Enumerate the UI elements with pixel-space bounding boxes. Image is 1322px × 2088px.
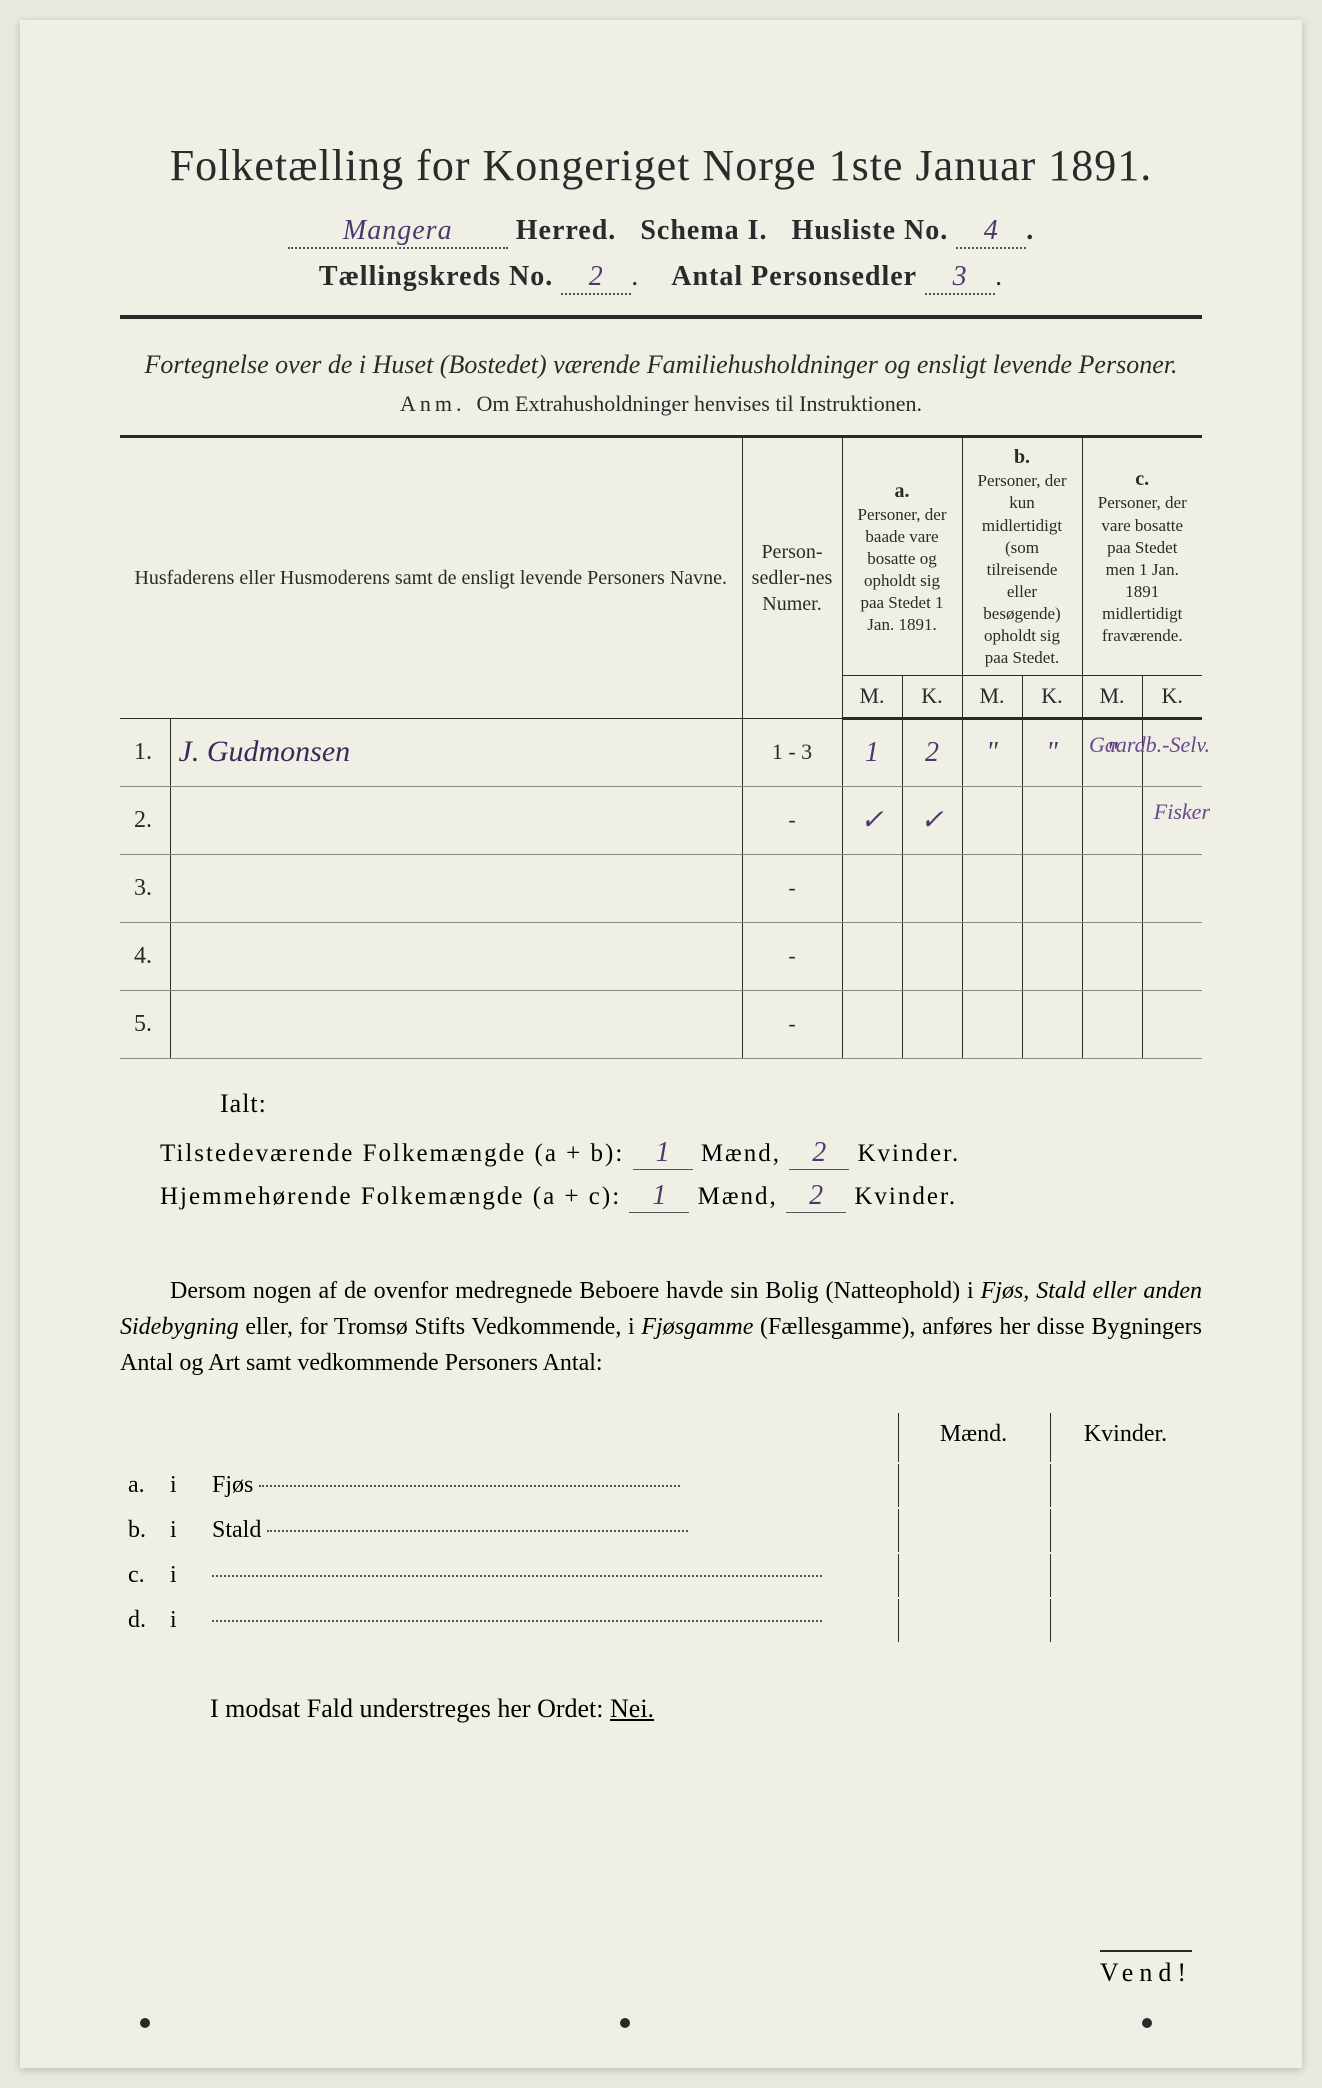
table-row: 1. J. Gudmonsen 1 - 3 1 2 " " " Gaardb.-… <box>120 718 1202 786</box>
subtitle: Fortegnelse over de i Huset (Bostedet) v… <box>120 347 1202 383</box>
herred-label: Herred. <box>516 215 617 246</box>
nei-word: Nei. <box>610 1694 654 1723</box>
name-cell <box>170 922 742 990</box>
kreds-field: 2 <box>561 261 631 295</box>
out-row: d. i <box>122 1599 1200 1642</box>
tilstede-k: 2 <box>789 1137 849 1170</box>
outbuilding-paragraph: Dersom nogen af de ovenfor medregnede Be… <box>120 1273 1202 1381</box>
col-a-k: K. <box>902 676 962 719</box>
outbuilding-table: Mænd. Kvinder. a. i Fjøs b. i Stald c. i… <box>120 1411 1202 1644</box>
anm-text: Om Extrahusholdninger henvises til Instr… <box>477 391 922 416</box>
c-k: Gaardb.-Selv. <box>1142 718 1202 786</box>
out-maend-header: Mænd. <box>898 1413 1048 1462</box>
name-cell <box>170 854 742 922</box>
ialt-label: Ialt: <box>220 1089 1202 1119</box>
col-b-header: b. Personer, der kun midlertidigt (som t… <box>962 437 1082 676</box>
a-k: ✓ <box>902 786 962 854</box>
row-number: 4. <box>120 922 170 990</box>
col-c-m: M. <box>1082 676 1142 719</box>
col-c-k: K. <box>1142 676 1202 719</box>
col-b-k: K. <box>1022 676 1082 719</box>
name-cell <box>170 786 742 854</box>
name-cell <box>170 990 742 1058</box>
page-title: Folketælling for Kongeriget Norge 1ste J… <box>120 140 1202 191</box>
margin-note: Gaardb.-Selv. <box>1089 732 1210 758</box>
herred-field: Mangera <box>288 215 508 249</box>
b-k: " <box>1022 718 1082 786</box>
nei-line: I modsat Fald understreges her Ordet: Ne… <box>210 1694 1202 1724</box>
hjemme-m: 1 <box>629 1180 689 1213</box>
a-m: 1 <box>842 718 902 786</box>
numer-cell: - <box>742 786 842 854</box>
annotation-line: Anm. Om Extrahusholdninger henvises til … <box>120 391 1202 417</box>
b-m <box>962 786 1022 854</box>
row-number: 2. <box>120 786 170 854</box>
household-table: Husfaderens eller Husmoderens samt de en… <box>120 435 1202 1058</box>
b-k <box>1022 786 1082 854</box>
hjemme-k: 2 <box>786 1180 846 1213</box>
row-number: 1. <box>120 718 170 786</box>
antal-field: 3 <box>925 261 995 295</box>
out-row: c. i <box>122 1554 1200 1597</box>
husliste-field: 4 <box>956 215 1026 249</box>
numer-cell: 1 - 3 <box>742 718 842 786</box>
c-m <box>1082 786 1142 854</box>
hjemme-line: Hjemmehørende Folkemængde (a + c): 1 Mæn… <box>160 1180 1202 1213</box>
punch-mark-icon <box>140 2018 150 2028</box>
tilstede-line: Tilstedeværende Folkemængde (a + b): 1 M… <box>160 1137 1202 1170</box>
col-numer-header: Person-sedler-nes Numer. <box>742 437 842 718</box>
header-line-2: Tællingskreds No. 2. Antal Personsedler … <box>120 261 1202 295</box>
census-form-page: Folketælling for Kongeriget Norge 1ste J… <box>20 20 1302 2068</box>
margin-note: Fisker <box>1154 799 1210 825</box>
row-number: 5. <box>120 990 170 1058</box>
header-line-1: Mangera Herred. Schema I. Husliste No. 4… <box>120 215 1202 249</box>
table-row: 2. - ✓ ✓ Fisker <box>120 786 1202 854</box>
c-k: Fisker <box>1142 786 1202 854</box>
table-row: 4. - <box>120 922 1202 990</box>
husliste-label: Husliste No. <box>792 215 949 246</box>
numer-cell: - <box>742 854 842 922</box>
b-m: " <box>962 718 1022 786</box>
a-k: 2 <box>902 718 962 786</box>
antal-label: Antal Personsedler <box>671 261 917 292</box>
col-a-m: M. <box>842 676 902 719</box>
out-row: b. i Stald <box>122 1509 1200 1552</box>
schema-label: Schema I. <box>640 215 767 246</box>
table-row: 3. - <box>120 854 1202 922</box>
name-cell: J. Gudmonsen <box>170 718 742 786</box>
anm-label: Anm. <box>400 391 466 416</box>
tilstede-m: 1 <box>633 1137 693 1170</box>
punch-mark-icon <box>620 2018 630 2028</box>
kreds-label: Tællingskreds No. <box>319 261 553 292</box>
out-kvinder-header: Kvinder. <box>1050 1413 1200 1462</box>
table-row: 5. - <box>120 990 1202 1058</box>
col-name-header: Husfaderens eller Husmoderens samt de en… <box>120 437 742 718</box>
numer-cell: - <box>742 990 842 1058</box>
divider <box>120 315 1202 319</box>
col-c-header: c. Personer, der vare bosatte paa Stedet… <box>1082 437 1202 676</box>
a-m: ✓ <box>842 786 902 854</box>
col-b-m: M. <box>962 676 1022 719</box>
row-number: 3. <box>120 854 170 922</box>
punch-mark-icon <box>1142 2018 1152 2028</box>
vend-label: Vend! <box>1100 1950 1192 1988</box>
out-row: a. i Fjøs <box>122 1464 1200 1507</box>
col-a-header: a. Personer, der baade vare bosatte og o… <box>842 437 962 676</box>
numer-cell: - <box>742 922 842 990</box>
